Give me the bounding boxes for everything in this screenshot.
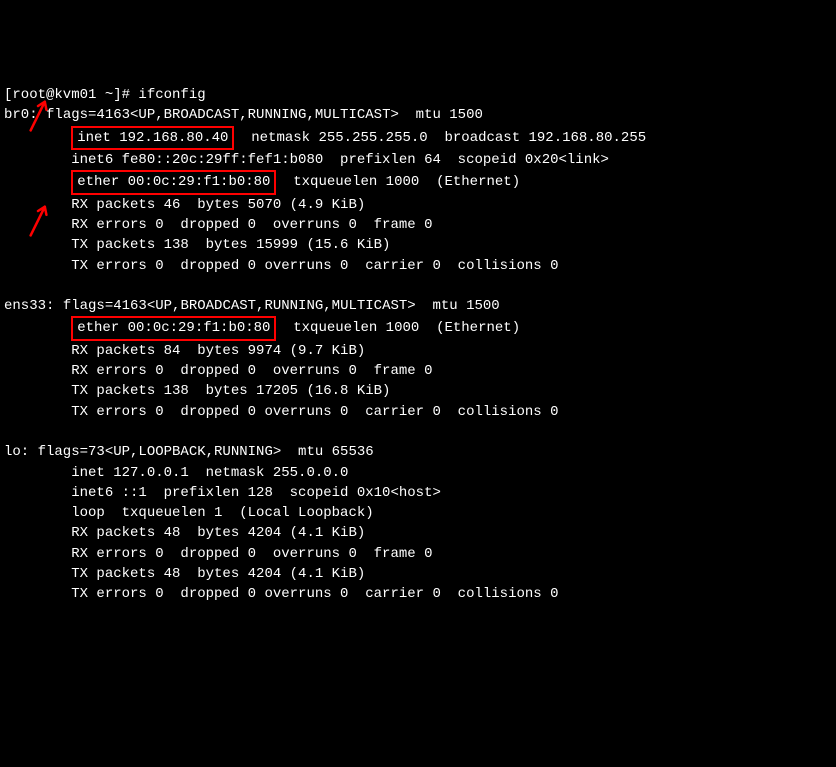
br0-ether-line: ether 00:0c:29:f1:b0:80 txqueuelen 1000 … (4, 170, 832, 194)
br0-header: br0: flags=4163<UP,BROADCAST,RUNNING,MUL… (4, 105, 832, 125)
indent (4, 130, 71, 146)
blank1 (4, 276, 832, 296)
br0-flags: flags=4163<UP,BROADCAST,RUNNING,MULTICAS… (38, 107, 483, 123)
br0-inet-highlight: inet 192.168.80.40 (71, 126, 234, 150)
br0-rx-errors: RX errors 0 dropped 0 overruns 0 frame 0 (4, 215, 832, 235)
br0-inet-rest: netmask 255.255.255.0 broadcast 192.168.… (234, 130, 646, 146)
lo-rx-packets: RX packets 48 bytes 4204 (4.1 KiB) (4, 523, 832, 543)
br0-tx-errors: TX errors 0 dropped 0 overruns 0 carrier… (4, 256, 832, 276)
br0-inet-line: inet 192.168.80.40 netmask 255.255.255.0… (4, 126, 832, 150)
br0-ether-rest: txqueuelen 1000 (Ethernet) (276, 174, 520, 190)
ens33-ether-rest: txqueuelen 1000 (Ethernet) (276, 320, 520, 336)
lo-inet: inet 127.0.0.1 netmask 255.0.0.0 (4, 463, 832, 483)
lo-rx-errors: RX errors 0 dropped 0 overruns 0 frame 0 (4, 544, 832, 564)
br0-ether-highlight: ether 00:0c:29:f1:b0:80 (71, 170, 276, 194)
lo-inet6: inet6 ::1 prefixlen 128 scopeid 0x10<hos… (4, 483, 832, 503)
ens33-tx-packets: TX packets 138 bytes 17205 (16.8 KiB) (4, 381, 832, 401)
ens33-name: ens33: (4, 298, 54, 314)
ens33-rx-errors: RX errors 0 dropped 0 overruns 0 frame 0 (4, 361, 832, 381)
ens33-flags: flags=4163<UP,BROADCAST,RUNNING,MULTICAS… (54, 298, 499, 314)
lo-header: lo: flags=73<UP,LOOPBACK,RUNNING> mtu 65… (4, 442, 832, 462)
br0-rx-packets: RX packets 46 bytes 5070 (4.9 KiB) (4, 195, 832, 215)
ens33-rx-packets: RX packets 84 bytes 9974 (9.7 KiB) (4, 341, 832, 361)
indent (4, 320, 71, 336)
br0-tx-packets: TX packets 138 bytes 15999 (15.6 KiB) (4, 235, 832, 255)
lo-tx-packets: TX packets 48 bytes 4204 (4.1 KiB) (4, 564, 832, 584)
ens33-ether-line: ether 00:0c:29:f1:b0:80 txqueuelen 1000 … (4, 316, 832, 340)
ens33-header: ens33: flags=4163<UP,BROADCAST,RUNNING,M… (4, 296, 832, 316)
indent (4, 174, 71, 190)
ens33-ether-highlight: ether 00:0c:29:f1:b0:80 (71, 316, 276, 340)
prompt-line: [root@kvm01 ~]# ifconfig (4, 85, 832, 105)
ens33-tx-errors: TX errors 0 dropped 0 overruns 0 carrier… (4, 402, 832, 422)
lo-loop: loop txqueuelen 1 (Local Loopback) (4, 503, 832, 523)
br0-inet6: inet6 fe80::20c:29ff:fef1:b080 prefixlen… (4, 150, 832, 170)
blank2 (4, 422, 832, 442)
lo-tx-errors: TX errors 0 dropped 0 overruns 0 carrier… (4, 584, 832, 604)
br0-name: br0: (4, 107, 38, 123)
